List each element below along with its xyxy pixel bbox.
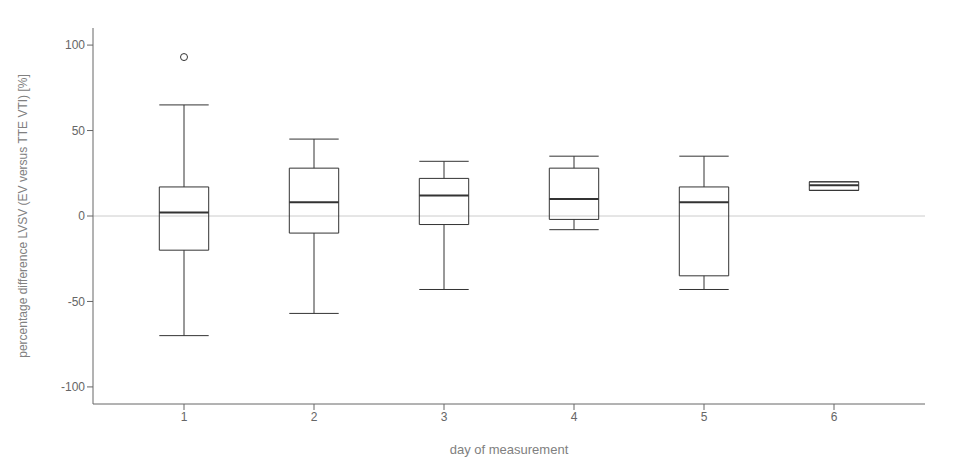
svg-text:100: 100 xyxy=(65,38,85,52)
svg-text:-50: -50 xyxy=(68,295,86,309)
svg-text:0: 0 xyxy=(78,209,85,223)
svg-text:50: 50 xyxy=(72,124,86,138)
svg-text:2: 2 xyxy=(311,410,318,424)
svg-text:5: 5 xyxy=(701,410,708,424)
svg-text:4: 4 xyxy=(571,410,578,424)
svg-text:1: 1 xyxy=(181,410,188,424)
svg-text:3: 3 xyxy=(441,410,448,424)
svg-text:6: 6 xyxy=(831,410,838,424)
svg-text:day of measurement: day of measurement xyxy=(450,442,569,457)
svg-text:-100: -100 xyxy=(61,380,85,394)
svg-text:percentage difference LVSV (EV: percentage difference LVSV (EV versus TT… xyxy=(16,74,30,357)
